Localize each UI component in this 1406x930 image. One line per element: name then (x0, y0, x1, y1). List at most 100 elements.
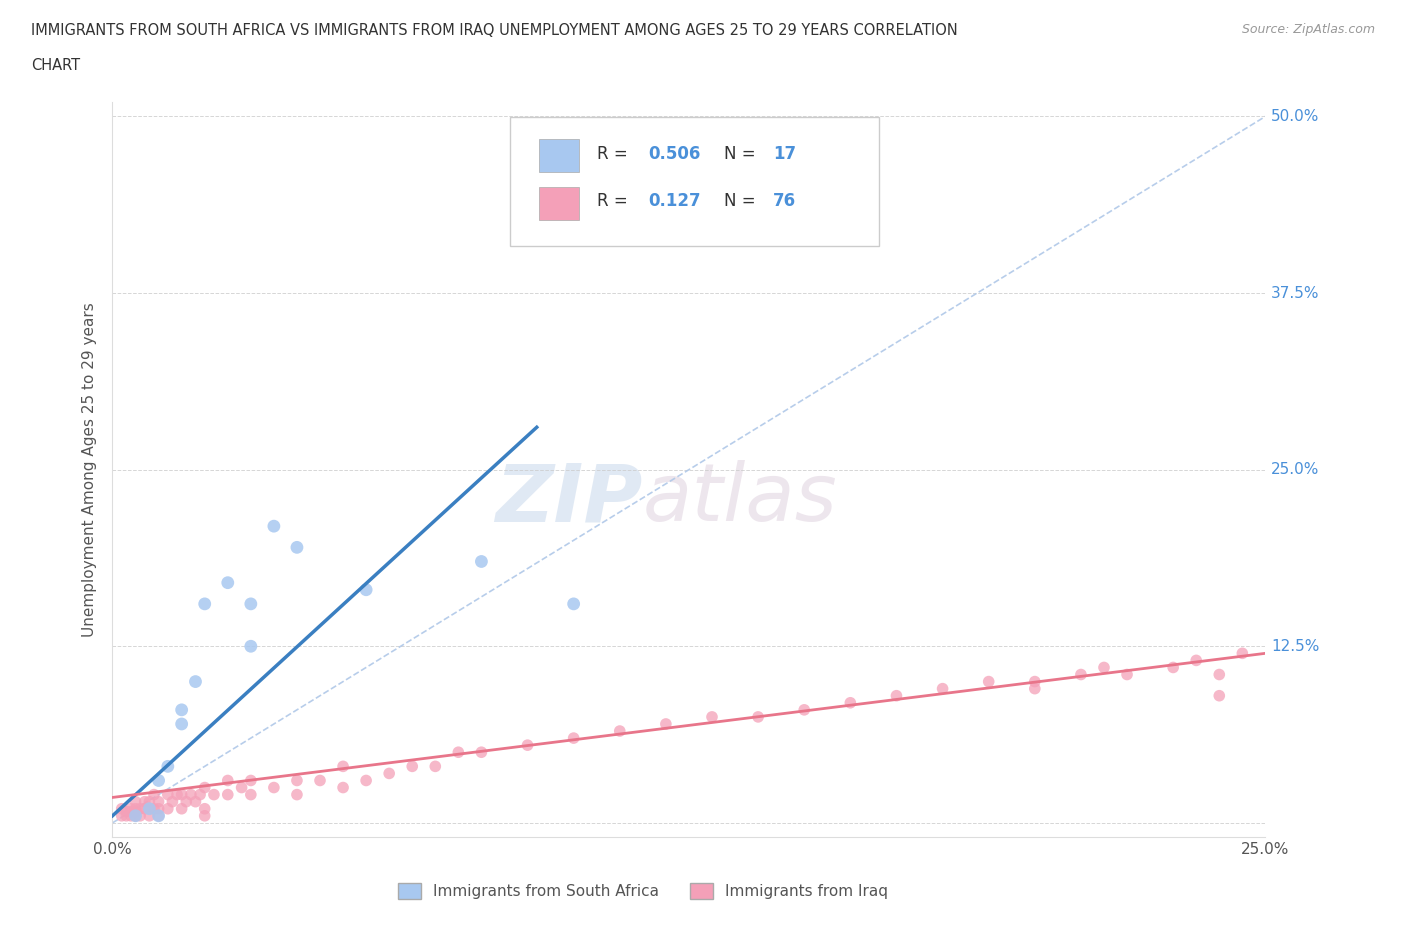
Point (470, 745, 492, 760)
Point (886, 688, 908, 703)
Point (378, 766, 401, 781)
Point (111, 808, 134, 823)
Point (239, 596, 262, 611)
Point (138, 802, 160, 817)
Point (124, 808, 146, 823)
Point (239, 773, 262, 788)
Text: 12.5%: 12.5% (1271, 639, 1320, 654)
Point (111, 802, 134, 817)
Text: 37.5%: 37.5% (1271, 286, 1320, 300)
Point (793, 702, 815, 717)
Point (285, 540, 308, 555)
Point (332, 780, 354, 795)
Point (263, 519, 285, 534)
Text: 0.127: 0.127 (648, 193, 702, 210)
Point (1024, 681, 1046, 696)
Point (1185, 653, 1208, 668)
Point (194, 596, 217, 611)
Point (180, 787, 202, 802)
Point (184, 674, 207, 689)
Point (134, 802, 156, 817)
Point (332, 759, 354, 774)
Point (931, 681, 953, 696)
Legend: Immigrants from South Africa, Immigrants from Iraq: Immigrants from South Africa, Immigrants… (391, 875, 896, 907)
Point (354, 773, 377, 788)
Point (156, 759, 179, 774)
Point (217, 787, 239, 802)
Point (115, 808, 138, 823)
Point (285, 773, 308, 788)
Point (174, 794, 197, 809)
Point (425, 759, 447, 774)
FancyBboxPatch shape (538, 139, 579, 172)
Point (1092, 660, 1115, 675)
Point (184, 794, 207, 809)
Point (1208, 688, 1230, 703)
Point (239, 787, 262, 802)
Text: N =: N = (724, 193, 755, 210)
Point (470, 554, 492, 569)
Text: 76: 76 (773, 193, 796, 210)
FancyBboxPatch shape (538, 187, 579, 219)
Point (156, 787, 179, 802)
Point (162, 794, 184, 809)
Text: Source: ZipAtlas.com: Source: ZipAtlas.com (1241, 23, 1375, 36)
Point (354, 582, 377, 597)
Point (977, 674, 1000, 689)
Point (188, 787, 211, 802)
Point (217, 773, 239, 788)
Point (194, 802, 217, 817)
Point (202, 787, 225, 802)
Text: 0.506: 0.506 (648, 145, 702, 163)
Point (1070, 667, 1092, 682)
Point (170, 702, 193, 717)
Point (138, 802, 160, 817)
Point (562, 596, 585, 611)
Point (170, 802, 193, 817)
Point (148, 808, 170, 823)
Point (148, 808, 170, 823)
Point (148, 773, 170, 788)
Point (115, 804, 138, 819)
Point (839, 696, 862, 711)
Point (1232, 646, 1254, 661)
Point (747, 710, 769, 724)
Text: 17: 17 (773, 145, 796, 163)
Point (156, 802, 179, 817)
Point (148, 802, 170, 817)
Text: CHART: CHART (31, 58, 80, 73)
Point (143, 802, 166, 817)
Point (170, 716, 193, 731)
Text: R =: R = (596, 145, 627, 163)
Text: 50.0%: 50.0% (1271, 109, 1320, 124)
Text: 25.0%: 25.0% (1271, 462, 1320, 477)
Point (401, 759, 423, 774)
Point (120, 802, 142, 817)
Y-axis label: Unemployment Among Ages 25 to 29 years: Unemployment Among Ages 25 to 29 years (82, 302, 97, 637)
Point (194, 808, 217, 823)
Point (129, 802, 152, 817)
Point (134, 794, 156, 809)
Point (562, 731, 585, 746)
Point (148, 794, 170, 809)
Point (124, 804, 146, 819)
Text: IMMIGRANTS FROM SOUTH AFRICA VS IMMIGRANTS FROM IRAQ UNEMPLOYMENT AMONG AGES 25 : IMMIGRANTS FROM SOUTH AFRICA VS IMMIGRAN… (31, 23, 957, 38)
Point (194, 780, 217, 795)
Point (143, 787, 166, 802)
Point (609, 724, 631, 738)
Point (655, 716, 678, 731)
Point (124, 794, 146, 809)
Text: N =: N = (724, 145, 755, 163)
Point (138, 794, 160, 809)
Point (120, 808, 142, 823)
Point (129, 808, 152, 823)
Text: atlas: atlas (643, 460, 838, 538)
Point (138, 808, 160, 823)
Text: ZIP: ZIP (495, 460, 643, 538)
Point (1024, 674, 1046, 689)
Point (217, 576, 239, 591)
Point (1161, 660, 1184, 675)
Point (124, 808, 146, 823)
Point (239, 639, 262, 654)
Point (1116, 667, 1139, 682)
